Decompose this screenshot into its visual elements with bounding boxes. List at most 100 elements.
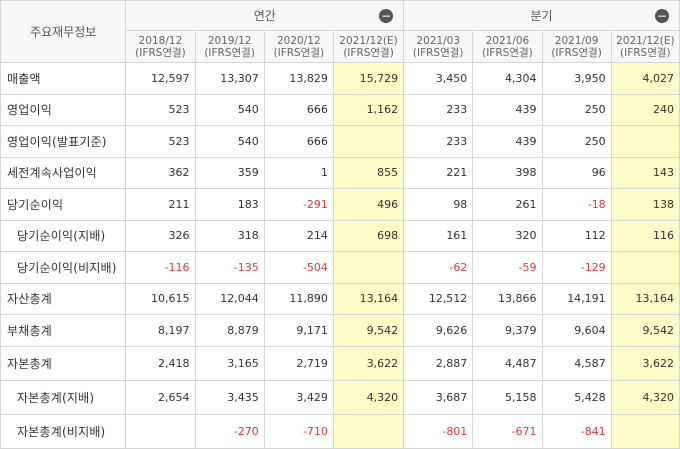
- value-cell: 143: [610, 156, 680, 189]
- period-basis: (IFRS연결): [273, 46, 325, 59]
- value-cell: 540: [194, 125, 265, 158]
- period-basis: (IFRS연결): [412, 46, 464, 59]
- value-cell: 261: [472, 188, 543, 221]
- value-cell: 15,729: [332, 62, 405, 95]
- table-row: 자본총계 2,418 3,165 2,719 3,622 2,887 4,487 4,587 3…: [0, 345, 680, 381]
- value-cell: 8,197: [125, 314, 196, 347]
- table-row: 자본총계(비지배) -270 -710 -801 -671 -841: [0, 413, 680, 449]
- value-cell: 13,307: [194, 62, 265, 95]
- period-header: 2021/12(E) (IFRS연결): [610, 30, 680, 63]
- value-cell: 523: [125, 93, 196, 126]
- value-cell: 13,866: [472, 282, 543, 315]
- table-row: 자산총계 10,615 12,044 11,890 13,164 12,512 13,866…: [0, 282, 680, 315]
- value-cell: 3,687: [403, 379, 474, 415]
- value-cell: 2,654: [125, 379, 196, 415]
- row-label: 자산총계: [0, 282, 127, 315]
- value-cell: 5,158: [472, 379, 543, 415]
- value-cell: 9,626: [403, 314, 474, 347]
- period-header: 2021/06 (IFRS연결): [472, 30, 543, 63]
- value-cell: 5,428: [541, 379, 612, 415]
- quarter-collapse-icon[interactable]: −: [655, 9, 669, 23]
- value-cell: 214: [263, 219, 334, 252]
- value-cell: 3,950: [541, 62, 612, 95]
- annual-group-header: 연간 −: [125, 0, 405, 31]
- value-cell: 318: [194, 219, 265, 252]
- value-cell: 13,164: [610, 282, 680, 315]
- value-cell: 12,044: [194, 282, 265, 315]
- value-cell: 4,027: [610, 62, 680, 95]
- value-cell: 12,512: [403, 282, 474, 315]
- value-cell: 3,429: [263, 379, 334, 415]
- value-cell: [125, 413, 196, 449]
- value-cell: 13,829: [263, 62, 334, 95]
- value-cell: 2,418: [125, 345, 196, 381]
- value-cell: 359: [194, 156, 265, 189]
- period-basis: (IFRS연결): [482, 46, 533, 59]
- value-cell: 96: [541, 156, 612, 189]
- value-cell: 855: [332, 156, 405, 189]
- value-cell: 496: [332, 188, 405, 221]
- value-cell: 233: [403, 125, 474, 158]
- row-label: 당기순이익: [0, 188, 127, 221]
- value-cell: 250: [541, 125, 612, 158]
- table-row: 매출액 12,597 13,307 13,829 15,729 3,450 4,304 3,9…: [0, 62, 680, 95]
- row-label: 부채총계: [0, 314, 127, 347]
- value-cell: 138: [610, 188, 680, 221]
- value-cell: 523: [125, 125, 196, 158]
- value-cell: 240: [610, 93, 680, 126]
- value-cell: 2,719: [263, 345, 334, 381]
- value-cell: 320: [472, 219, 543, 252]
- value-cell: 540: [194, 93, 265, 126]
- annual-group-label: 연간: [253, 9, 276, 23]
- value-cell: 183: [194, 188, 265, 221]
- quarter-group-header: 분기 −: [403, 0, 680, 31]
- value-cell: 161: [403, 219, 474, 252]
- value-cell: 326: [125, 219, 196, 252]
- value-cell: 11,890: [263, 282, 334, 315]
- value-cell: -270: [194, 413, 265, 449]
- period-date: 2019/12: [207, 34, 252, 47]
- value-cell: 3,450: [403, 62, 474, 95]
- value-cell: 1,162: [332, 93, 405, 126]
- period-date: 2021/12(E): [616, 34, 675, 47]
- value-cell: -801: [403, 413, 474, 449]
- row-label: 당기순이익(지배): [0, 219, 127, 252]
- value-cell: 9,604: [541, 314, 612, 347]
- value-cell: 439: [472, 125, 543, 158]
- value-cell: 221: [403, 156, 474, 189]
- value-cell: 98: [403, 188, 474, 221]
- annual-collapse-icon[interactable]: −: [379, 9, 394, 23]
- table-row: 세전계속사업이익 362 359 1 855 221 398 96 143: [0, 156, 680, 189]
- value-cell: [610, 125, 680, 158]
- value-cell: [332, 413, 405, 449]
- row-label: 자본총계(지배): [0, 379, 127, 415]
- table-row: 당기순이익(지배) 326 318 214 698 161 320 112 116: [0, 219, 680, 252]
- value-cell: 116: [610, 219, 680, 252]
- period-date: 2021/12(E): [339, 34, 398, 47]
- value-cell: 4,320: [332, 379, 405, 415]
- value-cell: -135: [194, 251, 265, 284]
- value-cell: [610, 251, 680, 284]
- value-cell: 12,597: [125, 62, 196, 95]
- value-cell: 10,615: [125, 282, 196, 315]
- value-cell: 398: [472, 156, 543, 189]
- value-cell: -710: [263, 413, 334, 449]
- row-label: 매출액: [0, 62, 127, 95]
- value-cell: 13,164: [332, 282, 405, 315]
- period-basis: (IFRS연결): [343, 46, 394, 59]
- row-label: 당기순이익(비지배): [0, 251, 127, 284]
- period-basis: (IFRS연결): [135, 46, 186, 59]
- period-date: 2021/03: [416, 34, 461, 47]
- value-cell: 9,542: [332, 314, 405, 347]
- period-date: 2018/12: [138, 34, 183, 47]
- value-cell: 9,542: [610, 314, 680, 347]
- value-cell: 3,622: [610, 345, 680, 381]
- value-cell: 4,304: [472, 62, 543, 95]
- period-date: 2021/09: [554, 34, 599, 47]
- row-label: 세전계속사업이익: [0, 156, 127, 189]
- table-row: 영업이익(발표기준) 523 540 666 233 439 250: [0, 125, 680, 158]
- value-cell: -62: [403, 251, 474, 284]
- value-cell: -116: [125, 251, 196, 284]
- value-cell: [332, 125, 405, 158]
